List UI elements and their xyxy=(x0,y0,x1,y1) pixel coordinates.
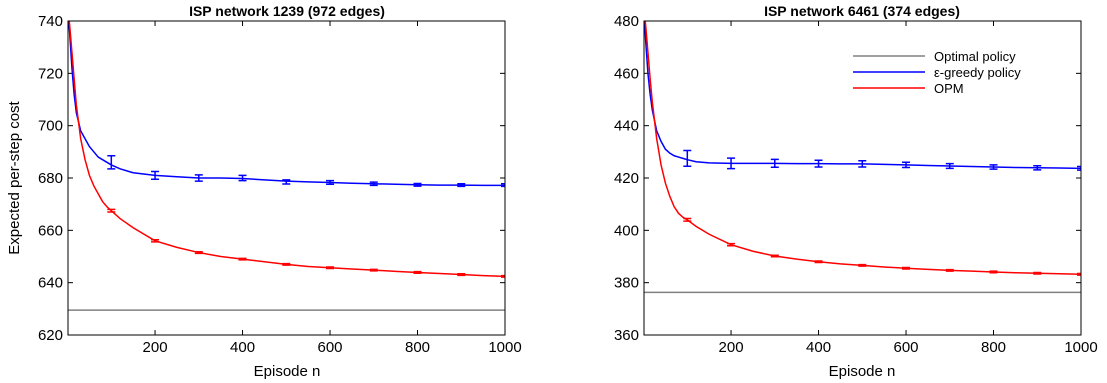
series-line-greedy-policy xyxy=(68,21,505,187)
error-bar-opm xyxy=(683,217,692,222)
plot-frame xyxy=(643,20,1082,336)
x-tick-label: 600 xyxy=(894,339,919,356)
error-bar-opm xyxy=(814,260,823,264)
error-bar-greedy-policy xyxy=(902,161,911,169)
error-bar-greedy-policy xyxy=(413,182,422,187)
x-tick-label: 200 xyxy=(143,339,168,356)
error-bar-opm xyxy=(858,263,867,267)
series-layer xyxy=(68,21,505,311)
error-bar-greedy-policy xyxy=(194,174,203,182)
error-bar-greedy-policy xyxy=(369,181,378,187)
chart-panel-isp-1239: ISP network 1239 (972 edges) Expected pe… xyxy=(6,3,522,380)
y-tick-label: 680 xyxy=(38,170,63,187)
error-bar-greedy-policy xyxy=(238,174,247,182)
y-axis-label: Expected per-step cost xyxy=(6,100,23,254)
series-clip-group xyxy=(68,21,505,311)
x-tick-label: 400 xyxy=(230,339,255,356)
error-bar-greedy-policy xyxy=(107,155,116,170)
series-line-opm xyxy=(68,21,505,278)
error-bar-opm xyxy=(151,239,160,243)
error-bar-opm xyxy=(413,270,422,274)
series-clip-group xyxy=(644,21,1081,294)
error-bar-opm xyxy=(107,208,116,213)
x-tick-label: 800 xyxy=(981,339,1006,356)
error-bar-opm xyxy=(282,262,291,266)
y-tick-label: 720 xyxy=(38,65,63,82)
error-bar-opm xyxy=(1033,271,1042,275)
x-tick-label: 400 xyxy=(806,339,831,356)
x-tick-label: 800 xyxy=(405,339,430,356)
x-tick-label: 1000 xyxy=(1064,339,1097,356)
x-tick-label: 1000 xyxy=(488,339,521,356)
x-tick-label: 200 xyxy=(719,339,744,356)
y-tick-label: 460 xyxy=(614,65,639,82)
error-bar-greedy-policy xyxy=(501,183,505,188)
error-bar-opm xyxy=(902,266,911,270)
error-bar-opm xyxy=(501,274,505,278)
chart-title: ISP network 6461 (374 edges) xyxy=(764,3,960,19)
y-tick-label: 380 xyxy=(614,275,639,292)
error-bar-opm xyxy=(989,270,998,274)
error-bar-greedy-policy xyxy=(1077,165,1081,171)
error-bar-opm xyxy=(194,251,203,255)
error-bar-opm xyxy=(945,268,954,272)
legend: Optimal policy ε-greedy policy OPM xyxy=(853,49,1021,96)
legend-label-optimal: Optimal policy xyxy=(934,49,1016,64)
error-bar-greedy-policy xyxy=(945,162,954,170)
chart-title: ISP network 1239 (972 edges) xyxy=(189,3,385,19)
error-bar-greedy-policy xyxy=(858,159,867,168)
error-bar-opm xyxy=(457,273,466,277)
y-tick-label: 700 xyxy=(38,118,63,135)
error-bar-greedy-policy xyxy=(1033,164,1042,171)
error-bar-greedy-policy xyxy=(151,170,160,181)
y-tick-label: 640 xyxy=(38,275,63,292)
y-tick-label: 480 xyxy=(614,13,639,30)
tick-layer: 360 380 400 420 440 460 480 200 400 600 800 1000 xyxy=(614,13,1098,356)
x-axis-label: Episode n xyxy=(254,363,321,380)
chart-panel-isp-6461: ISP network 6461 (374 edges) Episode n 3… xyxy=(614,3,1098,380)
error-bar-greedy-policy xyxy=(814,159,823,168)
error-bar-greedy-policy xyxy=(282,179,291,185)
error-bar-opm xyxy=(770,254,779,258)
error-bar-opm xyxy=(369,268,378,272)
y-tick-label: 660 xyxy=(38,222,63,239)
series-layer xyxy=(644,21,1081,294)
x-tick-label: 600 xyxy=(318,339,343,356)
error-bar-opm xyxy=(1077,272,1081,276)
legend-label-greedy: ε-greedy policy xyxy=(934,65,1021,80)
error-bar-opm xyxy=(238,257,247,261)
y-tick-label: 400 xyxy=(614,222,639,239)
error-bar-greedy-policy xyxy=(457,183,466,188)
y-tick-label: 620 xyxy=(38,327,63,344)
error-bar-greedy-policy xyxy=(770,158,779,169)
error-bar-greedy-policy xyxy=(727,157,736,170)
series-line-opm xyxy=(644,21,1081,276)
y-tick-label: 360 xyxy=(614,327,639,344)
error-bar-opm xyxy=(727,242,736,247)
y-tick-label: 420 xyxy=(614,170,639,187)
y-tick-label: 440 xyxy=(614,118,639,135)
error-bar-greedy-policy xyxy=(683,149,692,167)
error-bar-greedy-policy xyxy=(989,164,998,170)
plot-frame xyxy=(67,20,506,336)
series-line-greedy-policy xyxy=(644,21,1081,170)
error-bar-opm xyxy=(326,266,335,270)
y-tick-label: 740 xyxy=(38,13,63,30)
legend-label-opm: OPM xyxy=(934,81,964,96)
x-axis-label: Episode n xyxy=(829,363,896,380)
error-bar-greedy-policy xyxy=(326,179,335,186)
